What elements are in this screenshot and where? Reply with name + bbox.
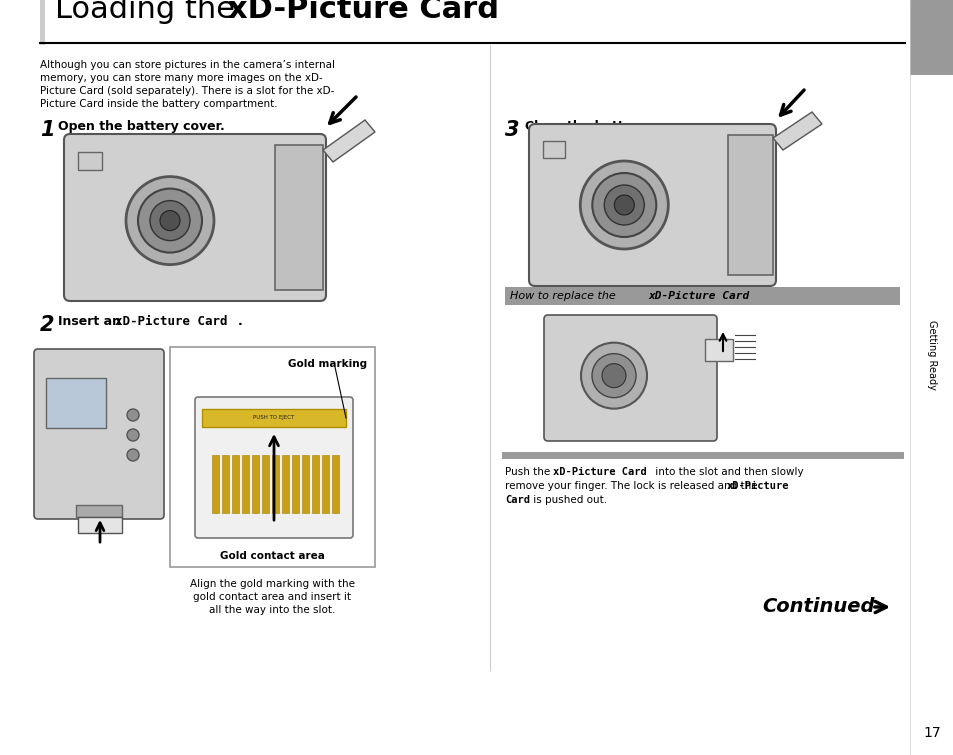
Text: Getting Ready: Getting Ready	[926, 320, 936, 390]
Bar	[704, 339, 732, 361]
Text: How to replace the: How to replace the	[510, 291, 618, 301]
Circle shape	[592, 353, 636, 398]
Polygon shape	[78, 517, 122, 533]
Text: Picture Card (sold separately). There is a slot for the xD-: Picture Card (sold separately). There is…	[40, 86, 334, 96]
Text: xD-Picture Card: xD-Picture Card	[647, 291, 748, 301]
Bar	[232, 455, 239, 513]
Text: Card: Card	[504, 495, 530, 505]
Text: xD-Picture Card: xD-Picture Card	[553, 467, 646, 477]
Circle shape	[592, 173, 656, 237]
Text: xD-Picture: xD-Picture	[726, 481, 789, 491]
Text: Align the gold marking with the: Align the gold marking with the	[190, 579, 355, 589]
Text: 1: 1	[40, 120, 54, 140]
Circle shape	[150, 201, 190, 241]
Text: Close the battery cover.: Close the battery cover.	[524, 120, 692, 133]
Circle shape	[138, 189, 202, 253]
Circle shape	[601, 364, 625, 387]
Bar	[78, 152, 102, 170]
Bar	[202, 409, 346, 427]
FancyBboxPatch shape	[529, 124, 775, 286]
Bar	[46, 378, 106, 428]
Text: xD-Picture Card: xD-Picture Card	[228, 0, 498, 24]
Text: Push the: Push the	[504, 467, 553, 477]
Bar	[212, 455, 219, 513]
Text: Gold contact area: Gold contact area	[220, 551, 325, 561]
Text: remove your finger. The lock is released and the: remove your finger. The lock is released…	[504, 481, 760, 491]
Circle shape	[127, 409, 139, 421]
Text: gold contact area and insert it: gold contact area and insert it	[193, 592, 351, 602]
Bar	[222, 455, 229, 513]
Bar	[282, 455, 289, 513]
Text: Insert an: Insert an	[58, 315, 125, 328]
FancyBboxPatch shape	[64, 134, 326, 301]
Bar	[170, 347, 375, 567]
Polygon shape	[323, 120, 375, 162]
Text: Although you can store pictures in the camera’s internal: Although you can store pictures in the c…	[40, 60, 335, 70]
Text: is pushed out.: is pushed out.	[530, 495, 606, 505]
Circle shape	[160, 211, 180, 230]
Bar	[504, 287, 899, 305]
Bar	[76, 505, 122, 517]
Bar	[909, 0, 953, 75]
Bar	[272, 455, 278, 513]
Circle shape	[127, 429, 139, 441]
FancyBboxPatch shape	[194, 397, 353, 538]
Bar	[292, 455, 298, 513]
Text: .: .	[237, 315, 242, 328]
Bar	[322, 455, 329, 513]
Text: all the way into the slot.: all the way into the slot.	[209, 605, 335, 615]
Circle shape	[614, 195, 634, 215]
Bar	[242, 455, 249, 513]
Text: Continued: Continued	[761, 597, 874, 617]
Text: memory, you can store many more images on the xD-: memory, you can store many more images o…	[40, 73, 322, 83]
Polygon shape	[772, 112, 821, 150]
Text: Loading the: Loading the	[55, 0, 245, 24]
Text: PUSH TO EJECT: PUSH TO EJECT	[253, 415, 294, 421]
Bar	[312, 455, 318, 513]
Text: Gold marking: Gold marking	[288, 359, 367, 369]
Bar	[727, 135, 772, 275]
Bar	[332, 455, 338, 513]
Text: 3: 3	[504, 120, 519, 140]
Circle shape	[580, 343, 646, 408]
Circle shape	[579, 161, 668, 249]
FancyBboxPatch shape	[543, 315, 717, 441]
Bar	[40, 0, 45, 45]
Bar	[542, 141, 564, 158]
Circle shape	[603, 185, 643, 225]
Circle shape	[126, 177, 213, 264]
Bar	[302, 455, 309, 513]
Bar	[262, 455, 269, 513]
Text: Open the battery cover.: Open the battery cover.	[58, 120, 225, 133]
Text: into the slot and then slowly: into the slot and then slowly	[651, 467, 802, 477]
Text: Picture Card inside the battery compartment.: Picture Card inside the battery compartm…	[40, 99, 277, 109]
Bar	[274, 145, 323, 290]
Text: 17: 17	[923, 726, 940, 740]
FancyBboxPatch shape	[34, 349, 164, 519]
Circle shape	[127, 449, 139, 461]
Bar	[252, 455, 258, 513]
Text: xD-Picture Card: xD-Picture Card	[115, 315, 227, 328]
Text: 2: 2	[40, 315, 54, 335]
